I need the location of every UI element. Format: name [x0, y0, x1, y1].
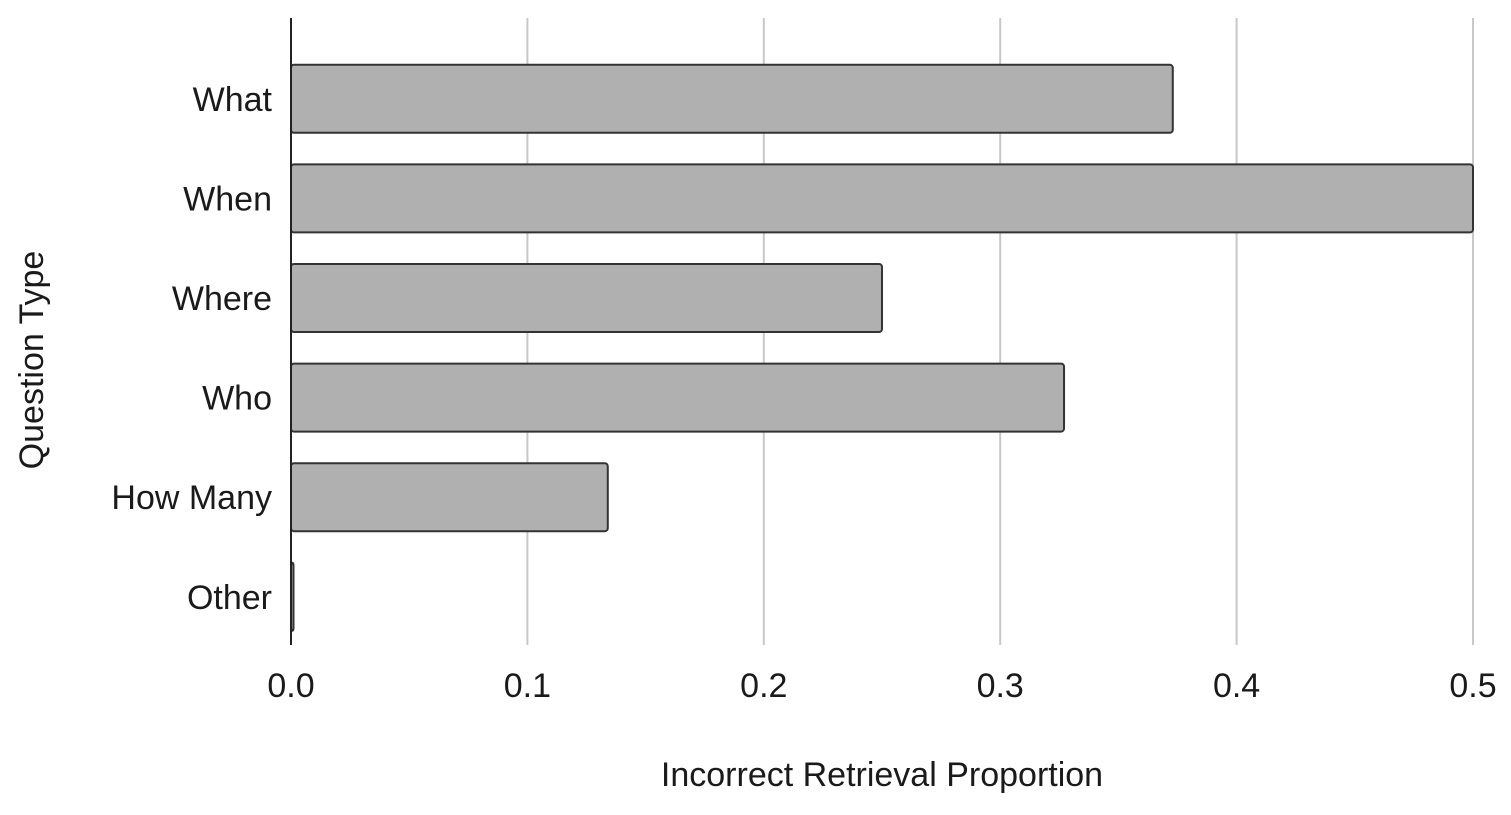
y-category-label: What: [193, 81, 273, 119]
y-axis-category-labels: What When Where Who How Many Other: [111, 81, 272, 617]
x-axis-title: Incorrect Retrieval Proportion: [661, 756, 1103, 794]
bar-where: [290, 263, 883, 333]
y-category-label: Where: [172, 280, 272, 318]
bar-series: [290, 63, 1474, 632]
bar-when: [290, 163, 1474, 234]
bar-what: [290, 63, 1174, 134]
y-axis-title: Question Type: [13, 251, 51, 470]
x-axis-tick-labels: 0.0 0.1 0.2 0.3 0.4 0.5: [267, 667, 1496, 705]
y-category-label: How Many: [111, 479, 272, 517]
y-category-label: When: [183, 180, 272, 218]
x-tick-label: 0.5: [1449, 667, 1496, 705]
bar-how-many: [290, 462, 609, 533]
y-category-label: Other: [187, 579, 272, 617]
x-tick-label: 0.4: [1213, 667, 1260, 705]
bar-who: [290, 362, 1066, 433]
x-tick-label: 0.2: [740, 667, 787, 705]
x-tick-label: 0.3: [977, 667, 1024, 705]
y-category-label: Who: [202, 380, 272, 418]
x-tick-label: 0.0: [267, 667, 314, 705]
x-tick-label: 0.1: [504, 667, 551, 705]
